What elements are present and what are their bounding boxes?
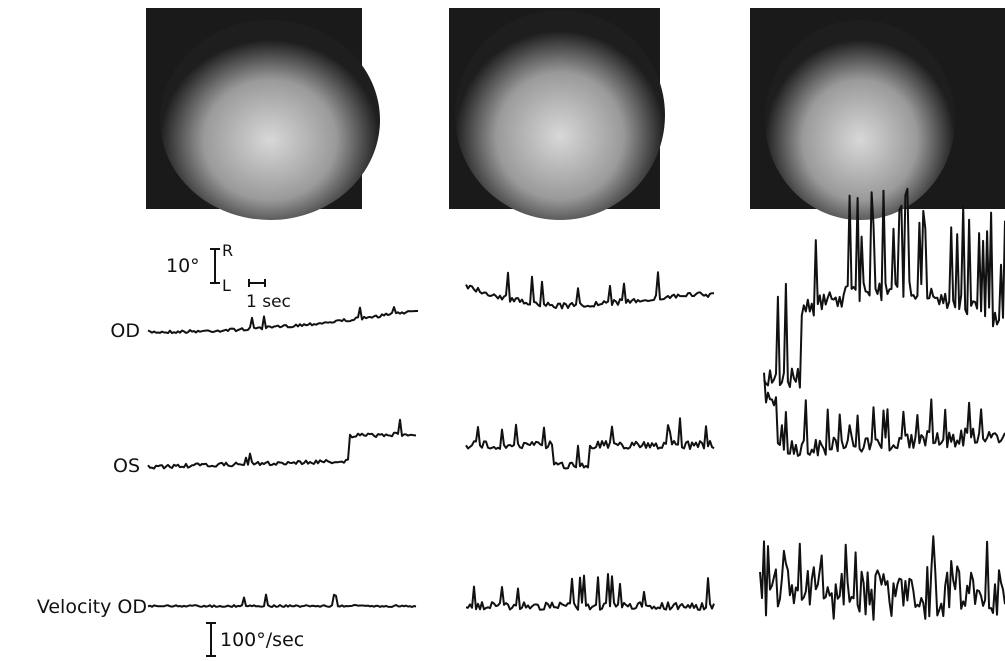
amplitude-label: 10° xyxy=(166,255,200,277)
scale-bars xyxy=(206,248,266,657)
row-label: OS xyxy=(113,455,140,477)
time-label: 1 sec xyxy=(246,292,291,312)
photos xyxy=(146,8,1005,220)
photo-face xyxy=(160,20,380,220)
trace xyxy=(759,535,1005,621)
right-label: R xyxy=(222,241,233,260)
trace xyxy=(465,417,715,470)
trace xyxy=(147,593,417,608)
row-label: OD xyxy=(110,320,140,342)
traces xyxy=(147,187,1005,621)
row-label: Velocity OD xyxy=(37,596,147,618)
trace xyxy=(465,573,715,611)
velocity-scale-label: 100°/sec xyxy=(220,629,304,651)
trace xyxy=(147,418,417,470)
amplitude-bar xyxy=(210,248,220,284)
trace xyxy=(763,187,1005,389)
trace xyxy=(147,306,418,335)
left-label: L xyxy=(222,276,231,295)
time-bar xyxy=(248,279,266,287)
trace xyxy=(763,372,1005,457)
photo-face xyxy=(765,20,955,220)
velocity-bar xyxy=(206,622,216,657)
photo-face xyxy=(455,10,665,220)
trace xyxy=(465,271,714,310)
